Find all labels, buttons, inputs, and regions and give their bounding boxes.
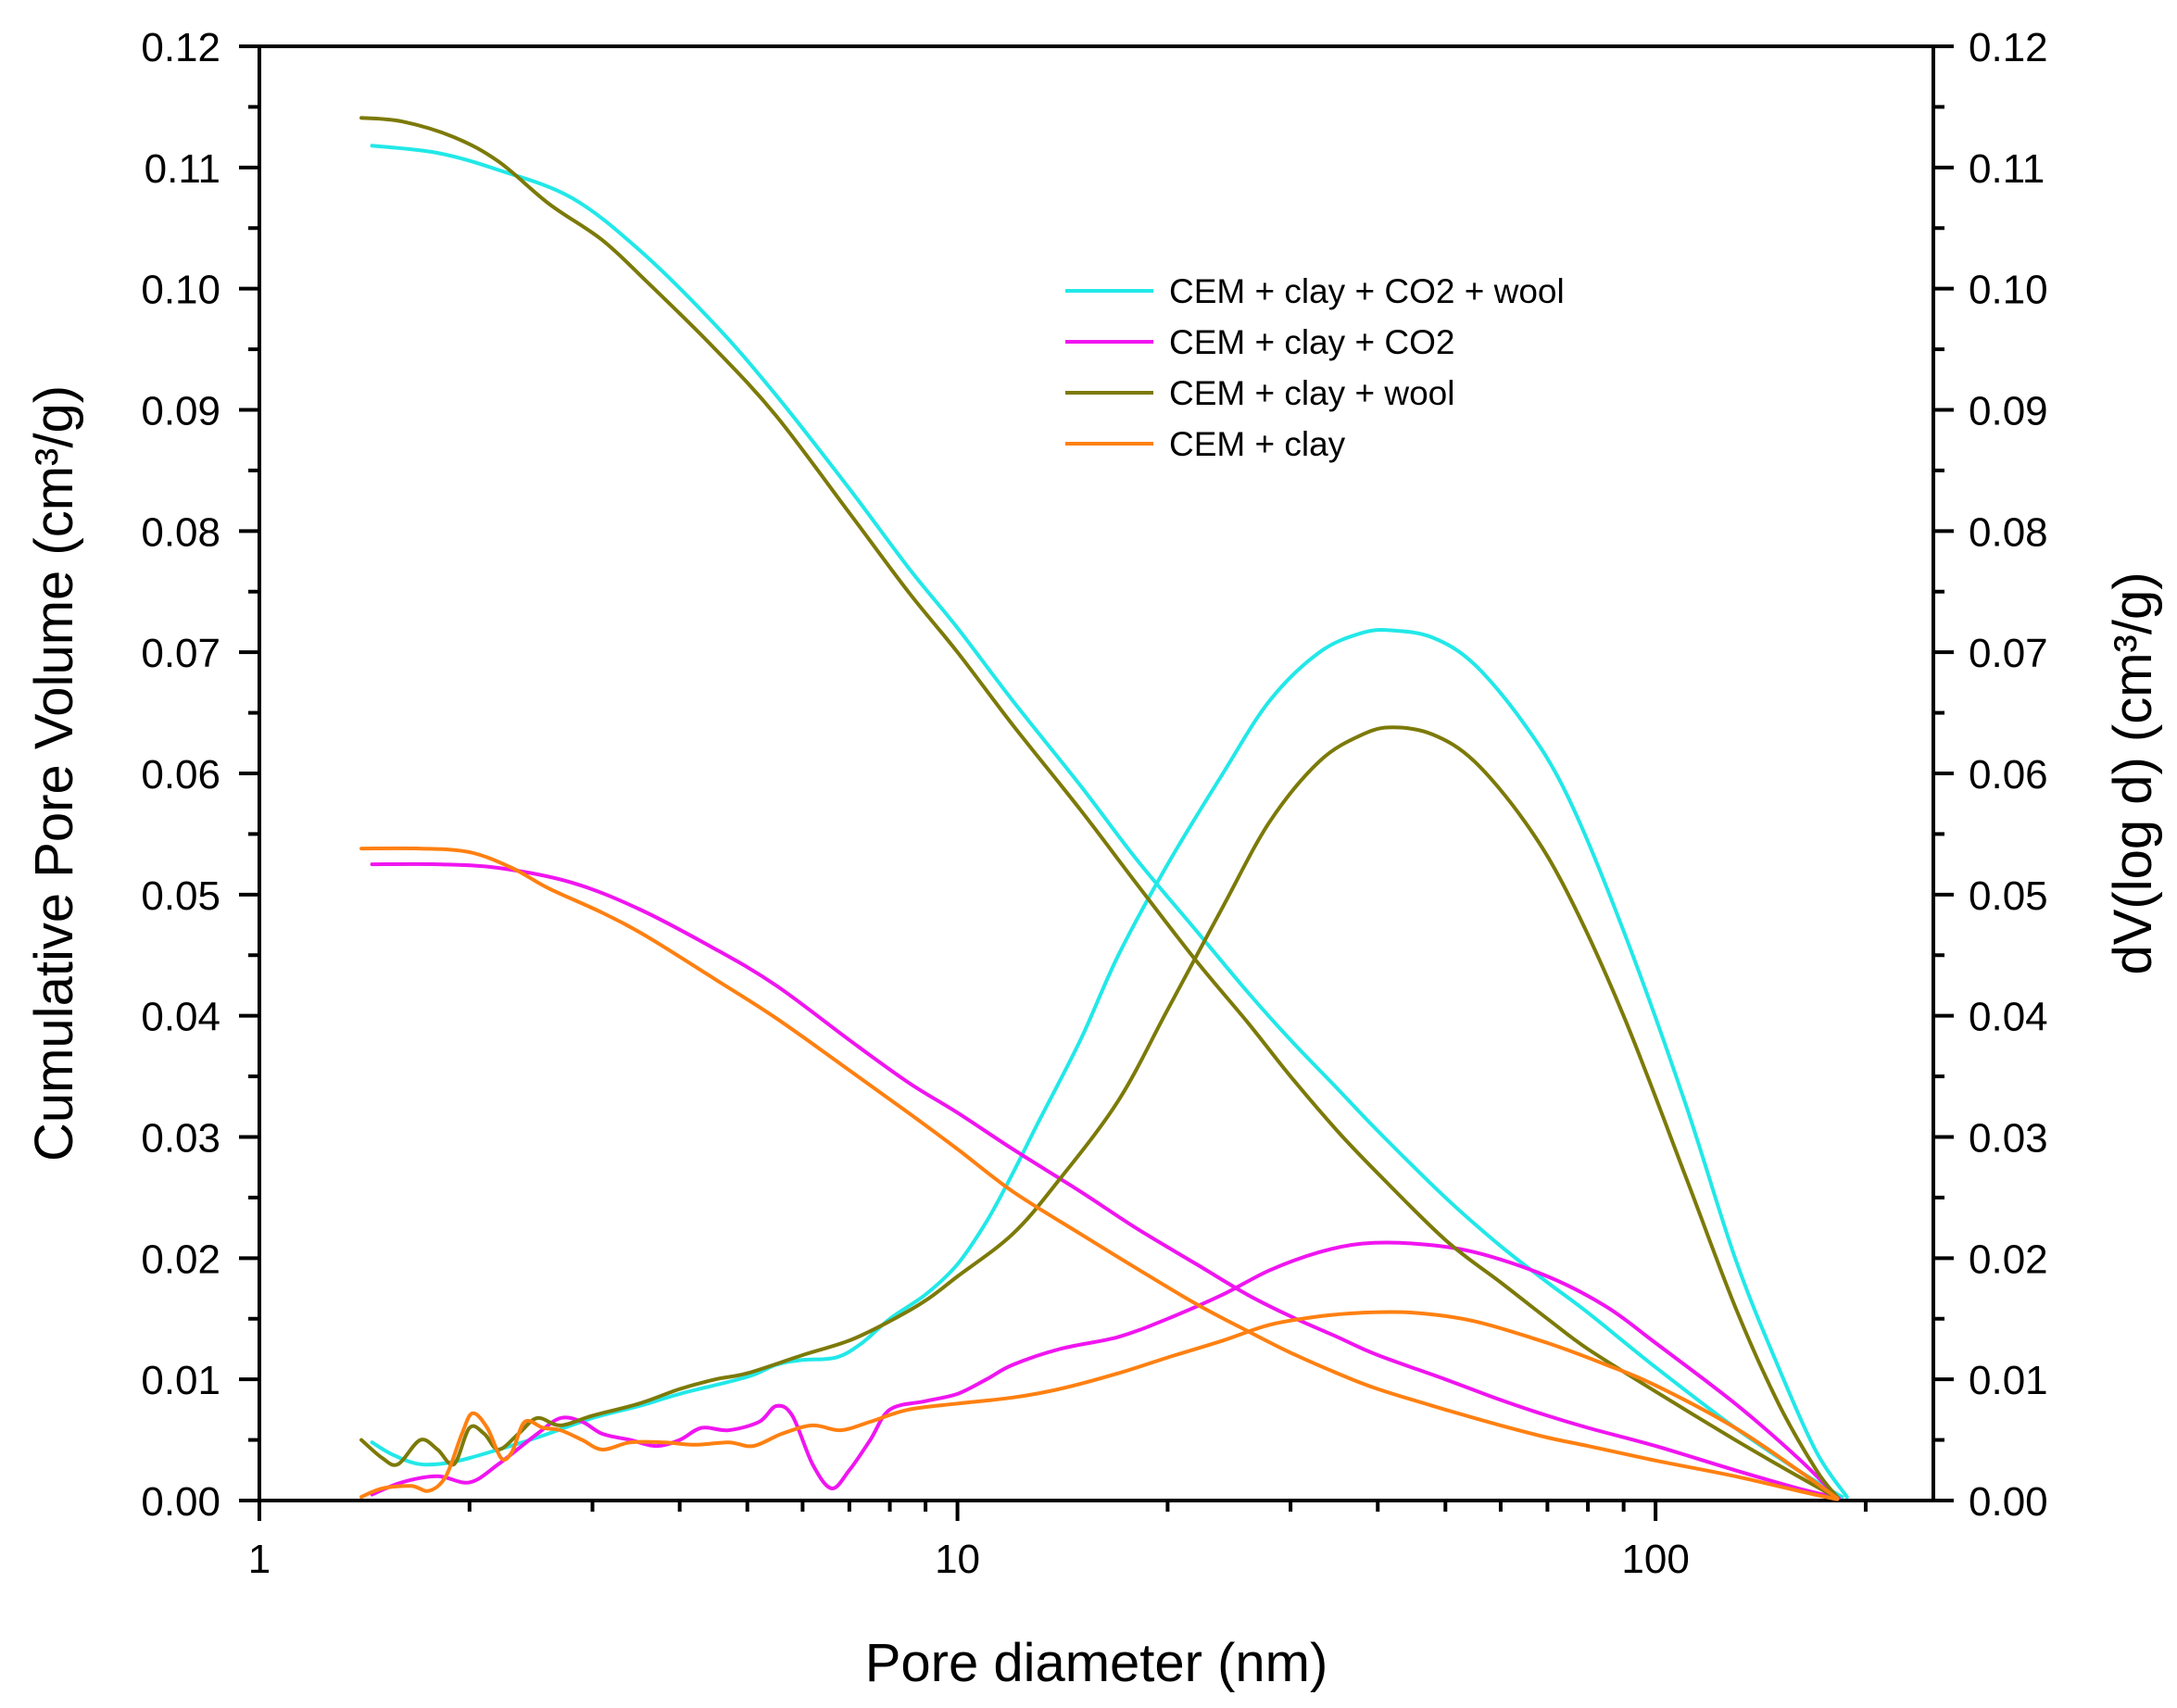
series-line-cem-clay-wool-differential [359,725,1840,1500]
y-left-tick-label: 0.07 [141,631,220,676]
series-line-cem-clay-co2-wool-cumulative [370,144,1844,1500]
legend-label: CEM + clay [1169,425,1346,463]
series-layer [359,116,1849,1501]
y-right-tick-label: 0.03 [1969,1116,2048,1162]
series-line-cem-clay-cumulative [359,846,1840,1501]
y-right-tick-label: 0.00 [1969,1479,2048,1525]
y-axis-left-title: Cumulative Pore Volume (cm³/g) [24,385,84,1162]
y-right-tick-label: 0.06 [1969,752,2048,797]
y-right-tick-label: 0.12 [1969,25,2048,70]
x-tick-label: 10 [935,1537,980,1582]
y-right-tick-label: 0.05 [1969,873,2048,919]
series-line-cem-clay-co2-wool-differential [370,627,1849,1500]
y-right-tick-label: 0.07 [1969,631,2048,676]
y-right-tick-label: 0.04 [1969,995,2048,1040]
y-left-tick-label: 0.11 [145,146,220,192]
y-right-tick-label: 0.08 [1969,509,2048,555]
y-axis-right-title: dV(log d) (cm³/g) [2103,571,2163,974]
y-left-tick-label: 0.12 [141,25,220,70]
y-left-tick-label: 0.05 [141,873,220,919]
series-line-cem-clay-wool-cumulative [359,116,1840,1501]
y-right-tick-label: 0.02 [1969,1237,2048,1282]
plot-frame [258,44,1935,1502]
x-tick-label: 100 [1621,1537,1689,1582]
y-right-tick-label: 0.11 [1969,146,2045,192]
y-right-tick-label: 0.01 [1969,1358,2048,1403]
y-left-tick-label: 0.03 [141,1116,220,1162]
x-tick-label: 1 [248,1537,271,1582]
series-line-cem-clay-co2-cumulative [370,861,1841,1501]
y-left-tick-label: 0.01 [141,1358,220,1403]
legend-label: CEM + clay + wool [1169,374,1454,412]
y-left-tick-label: 0.09 [141,389,220,434]
x-axis-title: Pore diameter (nm) [865,1633,1328,1693]
y-left-tick-label: 0.10 [141,268,220,313]
axes-layer: 0.00 0.00 0.01 0.01 0.02 0.02 0.03 0.03 0.04 0.04… [141,25,2047,1582]
y-left-tick-label: 0.00 [141,1479,220,1525]
legend-label: CEM + clay + CO2 [1169,323,1454,361]
y-left-tick-label: 0.04 [141,995,220,1040]
y-right-tick-label: 0.09 [1969,389,2048,434]
y-left-tick-label: 0.02 [141,1237,220,1282]
y-right-tick-label: 0.10 [1969,268,2048,313]
y-left-tick-label: 0.08 [141,509,220,555]
legend: CEM + clay + CO2 + wool CEM + clay + CO2 C… [1065,272,1565,463]
series-line-cem-clay-differential [359,1310,1840,1501]
legend-label: CEM + clay + CO2 + wool [1169,272,1565,310]
y-left-tick-label: 0.06 [141,752,220,797]
